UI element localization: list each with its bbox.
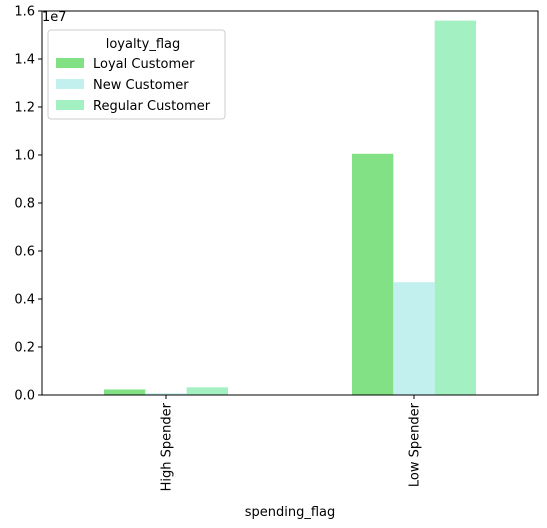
y-offset-label: 1e7 xyxy=(42,10,67,25)
y-tick-label: 0.2 xyxy=(14,341,35,356)
bar-regular-customer-high-spender xyxy=(186,387,228,395)
legend-swatch xyxy=(56,79,84,89)
y-tick-label: 1.4 xyxy=(14,53,35,68)
legend-title: loyalty_flag xyxy=(106,37,181,52)
y-tick-label: 1.0 xyxy=(14,149,35,164)
axes-frame xyxy=(41,10,539,396)
bar-loyal-customer-high-spender xyxy=(104,389,146,395)
y-tick-label: 0.8 xyxy=(14,197,35,212)
legend-swatch xyxy=(56,58,84,68)
legend-box xyxy=(47,29,226,120)
bar-new-customer-low-spender xyxy=(393,282,435,395)
legend: loyalty_flag Loyal Customer New Customer R… xyxy=(47,29,226,120)
y-tick-label: 0.0 xyxy=(14,389,35,404)
y-tick-label: 1.6 xyxy=(14,5,35,20)
x-axis-label: spending_flag xyxy=(245,505,336,520)
y-tick-label: 0.6 xyxy=(14,245,35,260)
x-axis: High Spender Low Spender xyxy=(160,395,423,491)
legend-label: New Customer xyxy=(93,78,189,93)
x-tick-label: Low Spender xyxy=(408,402,423,487)
y-axis: 0.0 0.2 0.4 0.6 0.8 1.0 1.2 1.4 1.6 xyxy=(14,5,42,404)
y-tick-label: 1.2 xyxy=(14,101,35,116)
x-tick-label: High Spender xyxy=(160,402,175,491)
bar-loyal-customer-low-spender xyxy=(352,153,394,395)
legend-label: Regular Customer xyxy=(93,99,211,114)
bar-new-customer-high-spender xyxy=(145,393,187,395)
axes-spines xyxy=(41,10,539,396)
y-tick-label: 0.4 xyxy=(14,293,35,308)
bars-layer xyxy=(104,20,476,395)
legend-swatch xyxy=(56,100,84,110)
legend-label: Loyal Customer xyxy=(93,57,195,72)
bar-regular-customer-low-spender xyxy=(434,20,476,395)
